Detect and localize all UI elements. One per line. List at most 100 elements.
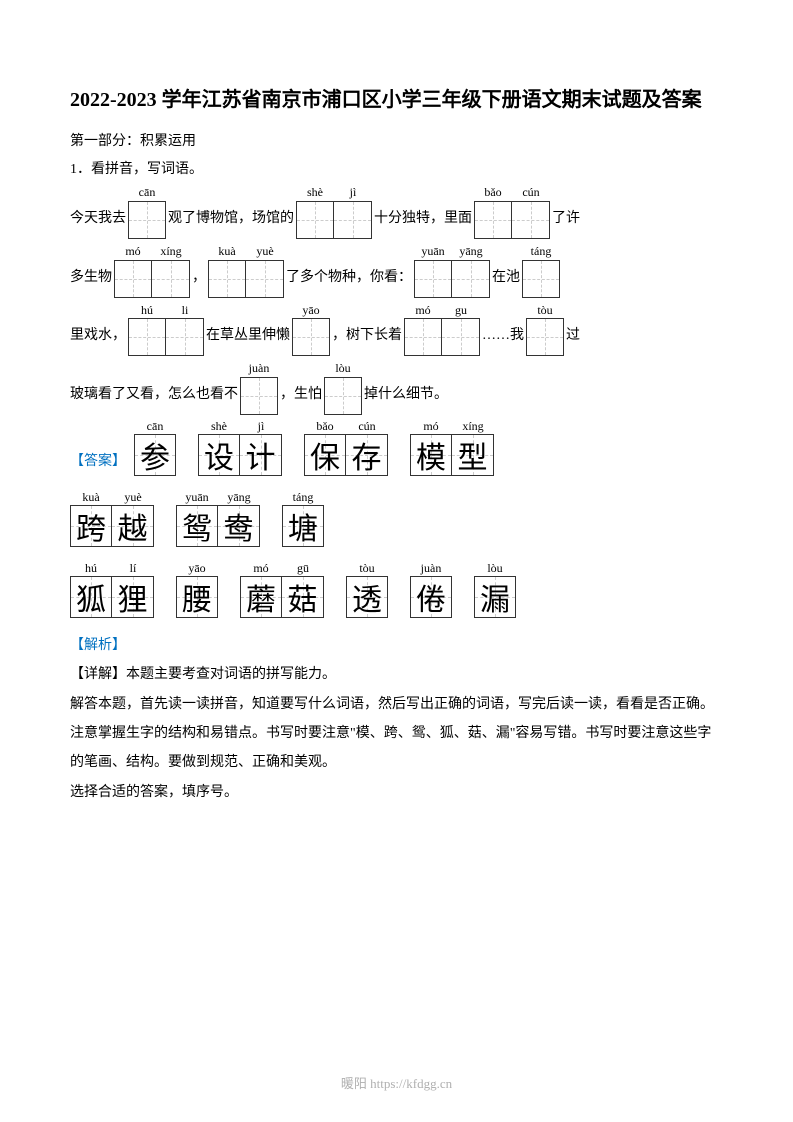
pinyin: li xyxy=(166,302,204,319)
text-segment: 了许 xyxy=(552,205,580,233)
char-box xyxy=(442,318,480,356)
pinyin: jì xyxy=(240,419,282,434)
blank-tang: táng xyxy=(522,243,560,298)
answer-group: húlí 狐狸 xyxy=(70,561,154,618)
answer-group: táng塘 xyxy=(282,490,324,547)
content-line-2: 多生物 móxíng ， kuàyuè 了多个物种，你看： yuānyāng 在… xyxy=(70,243,723,298)
answer-char: 狐 xyxy=(76,575,106,619)
pinyin: xíng xyxy=(152,243,190,260)
answer-group: tòu透 xyxy=(346,561,388,618)
pinyin: yāo xyxy=(176,561,218,576)
pinyin: shè xyxy=(198,419,240,434)
answer-box: 倦 xyxy=(410,576,452,618)
content-line-3: 里戏水， húli 在草丛里伸懒 yāo ，树下长着 mógu ……我 tòu … xyxy=(70,302,723,357)
pinyin: juàn xyxy=(240,360,278,377)
pinyin: táng xyxy=(522,243,560,260)
answer-char: 模 xyxy=(416,433,446,477)
pinyin: lí xyxy=(112,561,154,576)
blank-kuayue: kuàyuè xyxy=(208,243,284,298)
pinyin: shè xyxy=(296,184,334,201)
char-box xyxy=(522,260,560,298)
blank-moxing: móxíng xyxy=(114,243,190,298)
char-box xyxy=(166,318,204,356)
answer-box: 蘑 xyxy=(240,576,282,618)
answer-box: 型 xyxy=(452,434,494,476)
char-box xyxy=(114,260,152,298)
blank-sheji: shèjì xyxy=(296,184,372,239)
explain-label: 【解析】 xyxy=(70,632,723,660)
answer-char: 蘑 xyxy=(246,575,276,619)
answer-box: 保 xyxy=(304,434,346,476)
blank-lou: lòu xyxy=(324,360,362,415)
answer-box: 参 xyxy=(134,434,176,476)
answer-box: 狐 xyxy=(70,576,112,618)
answer-group: juàn倦 xyxy=(410,561,452,618)
answer-char: 跨 xyxy=(76,504,106,548)
text-segment: 掉什么细节。 xyxy=(364,381,448,409)
footer: 暖阳 https://kfdgg.cn xyxy=(0,1073,793,1092)
answer-box: 塘 xyxy=(282,505,324,547)
answer-char: 透 xyxy=(352,575,382,619)
pinyin: mó xyxy=(114,243,152,260)
pinyin: tòu xyxy=(346,561,388,576)
answer-char: 参 xyxy=(140,433,170,477)
blank-huli: húli xyxy=(128,302,204,357)
char-box xyxy=(404,318,442,356)
char-box xyxy=(324,377,362,415)
content-line-4: 玻璃看了又看，怎么也看不 juàn ，生怕 lòu 掉什么细节。 xyxy=(70,360,723,415)
pinyin: yāng xyxy=(218,490,260,505)
text-segment: 多生物 xyxy=(70,264,112,292)
pinyin: hú xyxy=(70,561,112,576)
pinyin: lòu xyxy=(324,360,362,377)
answer-char: 狸 xyxy=(118,575,148,619)
question-text: 1．看拼音，写词语。 xyxy=(70,156,723,184)
answer-box: 设 xyxy=(198,434,240,476)
pinyin: mó xyxy=(240,561,282,576)
answer-char: 设 xyxy=(204,433,234,477)
blank-yuanyang: yuānyāng xyxy=(414,243,490,298)
answer-box: 存 xyxy=(346,434,388,476)
char-box xyxy=(240,377,278,415)
char-box xyxy=(296,201,334,239)
char-box xyxy=(292,318,330,356)
answer-label: 【答案】 xyxy=(70,450,126,470)
answer-group: mógū 蘑菇 xyxy=(240,561,324,618)
char-box xyxy=(474,201,512,239)
explain-detail: 【详解】本题主要考查对词语的拼写能力。 xyxy=(70,660,723,689)
answer-char: 鸯 xyxy=(224,504,254,548)
pinyin: gū xyxy=(282,561,324,576)
answer-box: 漏 xyxy=(474,576,516,618)
pinyin: bǎo xyxy=(474,184,512,201)
char-box xyxy=(246,260,284,298)
pinyin: juàn xyxy=(410,561,452,576)
answer-char: 漏 xyxy=(480,575,510,619)
blank-yao: yāo xyxy=(292,302,330,357)
answer-char: 菇 xyxy=(288,575,318,619)
answer-box: 越 xyxy=(112,505,154,547)
answer-box: 腰 xyxy=(176,576,218,618)
content-line-1: 今天我去 cān 观了博物馆，场馆的 shèjì 十分独特，里面 bǎocún … xyxy=(70,184,723,239)
pinyin: yuè xyxy=(112,490,154,505)
pinyin: yāng xyxy=(452,243,490,260)
pinyin: yuān xyxy=(414,243,452,260)
pinyin: cún xyxy=(346,419,388,434)
answer-char: 计 xyxy=(246,433,276,477)
answer-group: yuānyāng鸳鸯 xyxy=(176,490,260,547)
char-box xyxy=(128,318,166,356)
answer-char: 越 xyxy=(118,504,148,548)
answer-char: 塘 xyxy=(288,504,318,548)
answer-box: 模 xyxy=(410,434,452,476)
text-segment: 十分独特，里面 xyxy=(374,205,472,233)
char-box xyxy=(414,260,452,298)
text-segment: 里戏水， xyxy=(70,322,126,350)
text-segment: ，树下长着 xyxy=(332,322,402,350)
blank-juan: juàn xyxy=(240,360,278,415)
pinyin: gu xyxy=(442,302,480,319)
answer-box: 鸳 xyxy=(176,505,218,547)
char-box xyxy=(208,260,246,298)
pinyin: cún xyxy=(512,184,550,201)
pinyin: yāo xyxy=(292,302,330,319)
answer-char: 倦 xyxy=(416,575,446,619)
answer-char: 保 xyxy=(310,433,340,477)
answer-group: bǎocún保存 xyxy=(304,419,388,476)
